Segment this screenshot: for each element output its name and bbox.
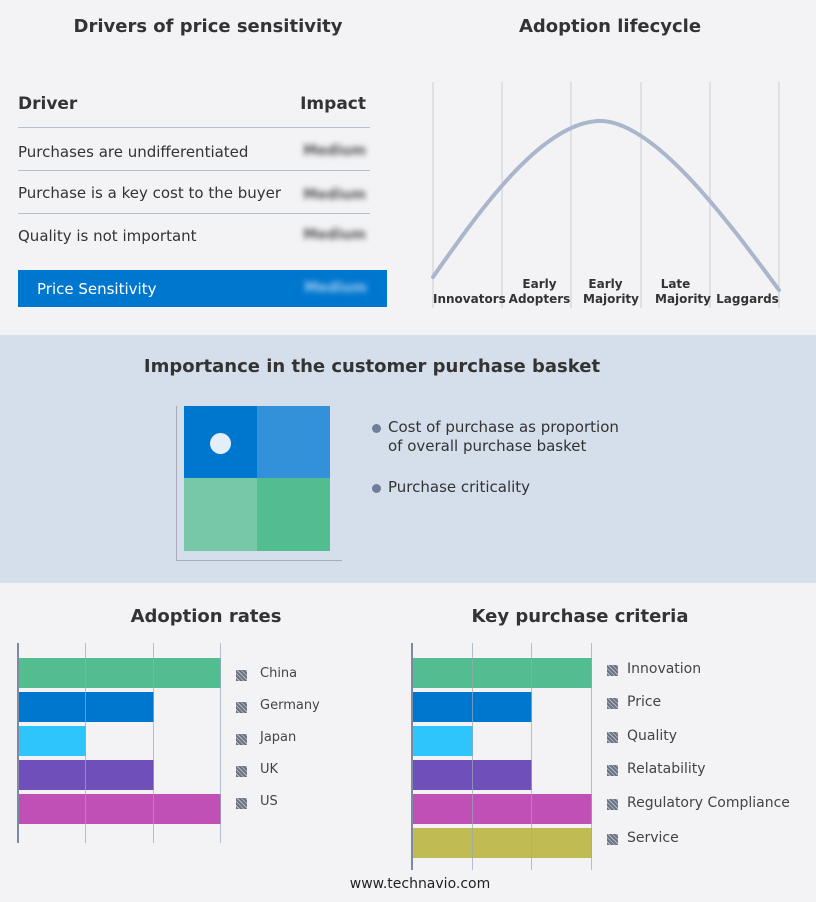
legend-swatch-icon — [607, 799, 618, 810]
stage-label: Innovators — [433, 292, 506, 306]
legend-label: US — [260, 794, 278, 809]
bar-japan — [19, 726, 87, 756]
impact-value: Medium — [303, 187, 366, 203]
legend-label: Regulatory Compliance — [627, 795, 790, 811]
stage-label: Late Majority — [655, 277, 711, 306]
impact-col-header: Impact — [300, 94, 366, 114]
legend-swatch-icon — [236, 766, 247, 777]
legend-swatch-icon — [236, 734, 247, 745]
driver-row: Purchases are undifferentiated Medium — [18, 128, 370, 171]
summary-label: Price Sensitivity — [37, 280, 157, 298]
basket-section — [0, 335, 816, 583]
legend-swatch-icon — [236, 702, 247, 713]
legend-label: Relatability — [627, 761, 706, 777]
legend-label: Price — [627, 694, 662, 710]
bullet-icon — [372, 424, 381, 433]
position-marker — [210, 433, 231, 454]
legend-swatch-icon — [236, 670, 247, 681]
adoption-rates-title: Adoption rates — [130, 606, 282, 627]
legend-label: Japan — [260, 730, 297, 745]
quadrant-bottom-right — [257, 478, 330, 551]
adoption-curve — [431, 118, 781, 292]
chart-axis — [17, 643, 19, 843]
legend-swatch-icon — [607, 732, 618, 743]
legend-label: Germany — [260, 698, 320, 713]
basket-legend-item: Cost of purchase as proportion of overal… — [388, 418, 619, 455]
driver-row: Purchase is a key cost to the buyer Medi… — [18, 171, 370, 214]
gridline — [471, 643, 473, 870]
bar-quality — [413, 726, 473, 756]
legend-label: UK — [260, 762, 279, 777]
stage-label: Early Adopters — [508, 277, 571, 306]
bar-china — [19, 658, 221, 688]
matrix-y-axis — [176, 406, 177, 560]
driver-row: Quality is not important Medium — [18, 214, 370, 258]
bar-innovation — [413, 658, 592, 688]
impact-value: Medium — [303, 143, 366, 159]
driver-label: Purchase is a key cost to the buyer — [18, 184, 282, 202]
kpc-title: Key purchase criteria — [471, 606, 689, 627]
legend-swatch-icon — [607, 698, 618, 709]
legend-label: Quality — [627, 728, 678, 744]
price-sensitivity-summary: Price Sensitivity Medium — [18, 270, 387, 307]
matrix-x-axis — [176, 560, 342, 561]
bullet-icon — [372, 484, 381, 493]
legend-label: China — [260, 666, 298, 681]
legend-label: Service — [627, 830, 679, 846]
driver-label: Quality is not important — [18, 227, 197, 245]
lifecycle-title: Adoption lifecycle — [518, 16, 702, 37]
basket-legend-item: Purchase criticality — [388, 478, 531, 496]
lifecycle-chart — [431, 82, 781, 308]
driver-label: Purchases are undifferentiated — [18, 143, 249, 161]
bar-us — [19, 794, 221, 824]
gridline — [220, 643, 221, 843]
gridline — [531, 643, 533, 870]
legend-swatch-icon — [607, 834, 618, 845]
legend-label: Innovation — [627, 661, 702, 677]
bar-uk — [19, 760, 154, 790]
drivers-header: Driver Impact — [18, 94, 370, 128]
gridline — [152, 643, 154, 843]
impact-value: Medium — [303, 227, 366, 243]
gridline — [591, 643, 592, 870]
footer-url: www.technavio.com — [349, 876, 491, 892]
summary-impact: Medium — [304, 280, 367, 296]
legend-swatch-icon — [607, 765, 618, 776]
legend-swatch-icon — [607, 665, 618, 676]
bar-regulatory-compliance — [413, 794, 592, 824]
bar-service — [413, 828, 592, 858]
quadrant-bottom-left — [184, 478, 257, 551]
legend-swatch-icon — [236, 798, 247, 809]
stage-label: Early Majority — [583, 277, 639, 306]
gridline — [85, 643, 87, 843]
stage-label: Laggards — [716, 292, 779, 306]
driver-col-header: Driver — [18, 94, 78, 114]
bar-relatability — [413, 760, 533, 790]
chart-axis — [411, 643, 413, 870]
bar-price — [413, 692, 533, 722]
drivers-title: Drivers of price sensitivity — [73, 16, 343, 37]
basket-title: Importance in the customer purchase bask… — [143, 356, 601, 377]
bar-germany — [19, 692, 154, 722]
quadrant-top-right — [257, 406, 330, 478]
